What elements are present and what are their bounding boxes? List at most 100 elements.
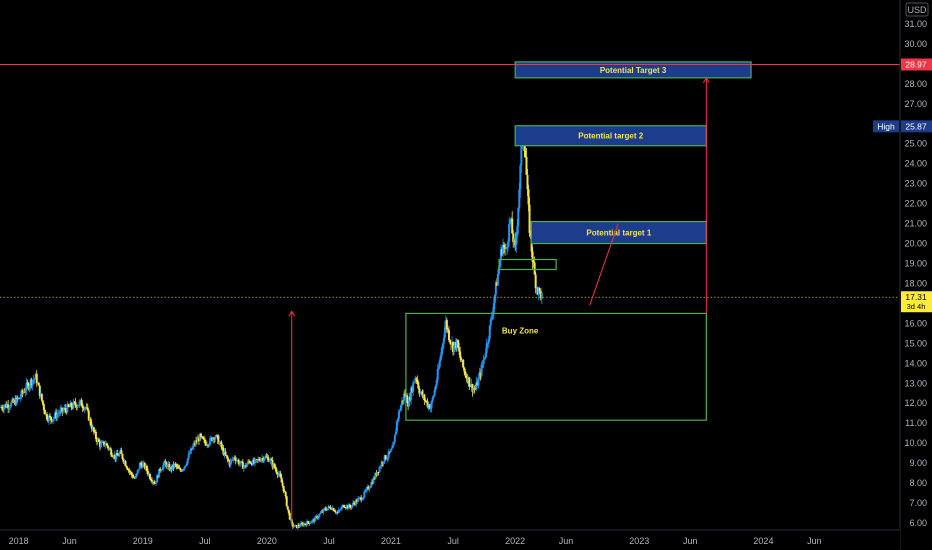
candle-body xyxy=(440,347,443,356)
candle-body xyxy=(529,232,532,237)
candle-body xyxy=(262,457,265,461)
candle-body xyxy=(106,443,109,447)
candle-body xyxy=(271,459,274,467)
candle-body xyxy=(459,351,462,358)
candle-body xyxy=(209,437,212,445)
zone-box-1[interactable] xyxy=(514,61,752,79)
candle-body xyxy=(14,399,17,405)
candle-body xyxy=(191,446,194,450)
candle-body xyxy=(36,382,39,384)
candle-body xyxy=(234,458,237,462)
price-tick-label: 27.00 xyxy=(904,99,927,109)
candle-body xyxy=(81,406,84,408)
candle-body xyxy=(340,506,343,510)
candle-body xyxy=(152,481,155,483)
candle-body xyxy=(185,463,188,466)
candle-body xyxy=(343,507,346,508)
candle-body xyxy=(456,340,459,349)
candle-body xyxy=(525,156,528,175)
candle-body xyxy=(366,486,369,489)
candle-body xyxy=(171,464,174,470)
candle-body xyxy=(294,525,297,526)
candle-body xyxy=(399,405,402,411)
candle-body xyxy=(267,457,270,462)
price-tick-label: 11.00 xyxy=(905,418,927,428)
candle-body xyxy=(385,458,388,460)
candle-body xyxy=(316,516,319,519)
target-3-badge xyxy=(901,58,932,71)
candle-body xyxy=(301,523,304,524)
candle-body xyxy=(435,380,438,386)
candle-body xyxy=(415,378,418,380)
candle-body xyxy=(477,377,480,386)
price-tick-label: 30.00 xyxy=(904,39,927,49)
candle-body xyxy=(17,398,20,400)
candle-body xyxy=(369,486,372,489)
candle-body xyxy=(512,233,515,243)
candle-body xyxy=(38,385,41,397)
candle-body xyxy=(325,509,328,511)
candle-body xyxy=(407,403,410,407)
candle-body xyxy=(201,436,204,438)
candle-body xyxy=(470,384,473,387)
currency-button[interactable] xyxy=(905,2,929,17)
candle-body xyxy=(279,473,282,478)
candle-body xyxy=(281,482,284,486)
candle-body xyxy=(379,466,382,468)
candle-body xyxy=(342,505,345,508)
candle-body xyxy=(33,378,36,380)
candle-body xyxy=(74,402,77,406)
candle-body xyxy=(121,453,124,459)
candle-body xyxy=(0,406,3,408)
candle-body xyxy=(277,473,280,476)
candle-body xyxy=(35,373,38,384)
candle-body xyxy=(168,464,171,471)
candle-body xyxy=(442,338,445,344)
time-tick-label: 2024 xyxy=(753,536,773,546)
time-tick-label: Jul xyxy=(199,536,211,546)
candle-body xyxy=(347,504,350,509)
candle-body xyxy=(85,407,88,409)
candle-body xyxy=(204,439,207,444)
candle-body xyxy=(538,287,541,292)
price-tick-label: 6.00 xyxy=(909,518,927,528)
candle-body xyxy=(474,388,477,390)
candle-body xyxy=(107,446,110,449)
candle-body xyxy=(320,511,323,513)
candle-body xyxy=(214,437,217,440)
candle-body xyxy=(306,521,309,526)
high-value: 25.87 xyxy=(905,121,927,131)
candle-body xyxy=(246,461,249,465)
candle-body xyxy=(32,379,35,381)
candle-body xyxy=(433,390,436,396)
candle-body xyxy=(12,399,15,403)
candle-body xyxy=(245,464,248,467)
candle-body xyxy=(299,523,302,527)
candle-body xyxy=(382,461,385,464)
candle-body xyxy=(170,467,173,470)
candle-body xyxy=(492,302,495,313)
time-tick-label: 2020 xyxy=(257,536,277,546)
price-tick-label: 25.00 xyxy=(904,139,927,149)
candle-body xyxy=(357,498,360,502)
candle-body xyxy=(419,392,422,394)
candle-body xyxy=(332,508,335,511)
candle-body xyxy=(90,425,93,430)
candle-body xyxy=(70,402,73,408)
candle-body xyxy=(125,465,128,468)
candle-body xyxy=(236,460,239,461)
candle-body xyxy=(252,459,255,466)
candle-body xyxy=(344,507,347,509)
candle-body xyxy=(132,477,135,479)
candle-body xyxy=(473,388,476,390)
zone-box-4[interactable] xyxy=(498,258,557,271)
candle-body xyxy=(225,455,228,457)
candle-body xyxy=(208,444,211,446)
candle-body xyxy=(365,488,368,492)
price-tick-label: 24.00 xyxy=(904,159,927,169)
candle-body xyxy=(102,441,105,443)
zone-box-5[interactable] xyxy=(405,312,707,421)
candle-body xyxy=(150,479,153,481)
candle-body xyxy=(478,372,481,378)
